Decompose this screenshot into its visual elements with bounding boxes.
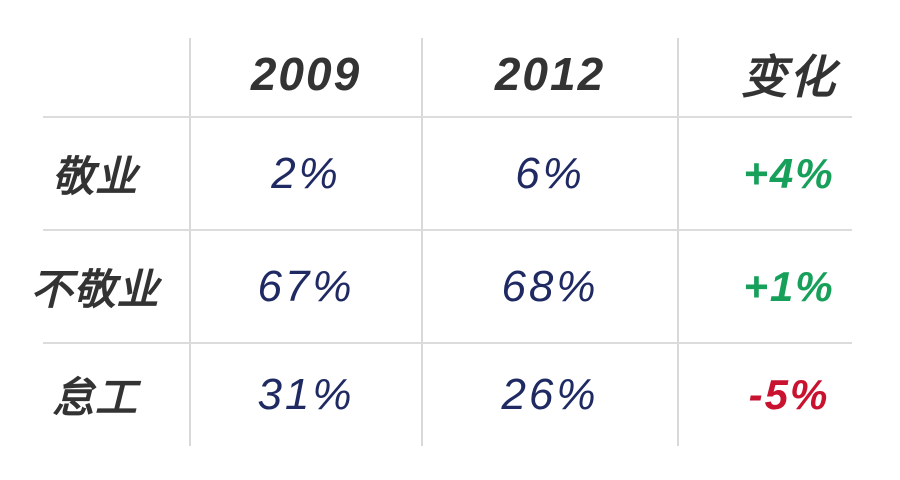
value-engaged-2012: 6% [515, 148, 585, 198]
value-disengaged-2009: 31% [257, 369, 355, 419]
change-disengaged: -5% [748, 370, 830, 418]
change-engaged: +4% [743, 149, 835, 197]
row-label-disengaged: 怠工 [51, 374, 138, 421]
table-gridline-horizontal [43, 229, 852, 231]
table-gridline-horizontal [43, 342, 852, 344]
row-label-not-engaged: 不敬业 [30, 266, 160, 313]
header-change: 变化 [741, 50, 837, 103]
value-not-engaged-2009: 67% [257, 261, 355, 311]
table-gridline-horizontal [43, 116, 852, 118]
header-2012: 2012 [494, 47, 606, 100]
value-engaged-2009: 2% [271, 148, 341, 198]
value-disengaged-2012: 26% [501, 369, 599, 419]
value-not-engaged-2012: 68% [501, 261, 599, 311]
header-empty-corner [0, 0, 190, 117]
row-label-engaged: 敬业 [51, 153, 138, 200]
table-gridline-vertical [677, 38, 679, 446]
table-grid: 2009 2012 变化 敬业 2% 6% +4% 不敬业 67% 68% +1… [0, 0, 837, 422]
table-gridline-vertical [189, 38, 191, 446]
header-2009: 2009 [250, 47, 362, 100]
table-gridline-vertical [421, 38, 423, 446]
change-not-engaged: +1% [743, 262, 835, 310]
